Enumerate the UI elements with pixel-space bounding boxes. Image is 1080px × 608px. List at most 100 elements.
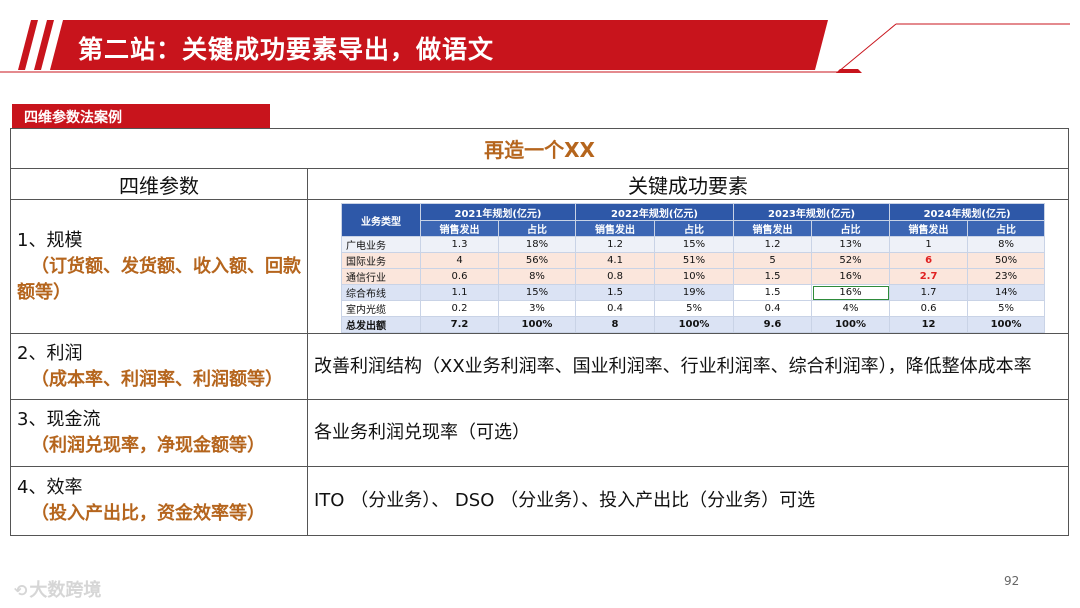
factor-cell: ITO （分业务）、 DSO （分业务）、投入产出比（分业务）可选 bbox=[307, 466, 1069, 536]
table-row: 国际业务 4 56% 4.1 51% 5 52% 6 50% bbox=[341, 252, 1046, 269]
row-label: 室内光缆 bbox=[341, 300, 421, 317]
year-header: 2022年规划(亿元) bbox=[575, 203, 735, 221]
table-cell: 1 bbox=[889, 236, 969, 253]
watermark: ⟲ 大数跨境 bbox=[14, 576, 101, 602]
title-banner: 第二站：关键成功要素导出，做语文 bbox=[0, 0, 1080, 80]
table-cell: 15% bbox=[654, 236, 735, 253]
table-cell: 100% bbox=[967, 316, 1046, 333]
table-row: 1、规模 （订货额、发货额、收入额、回款额等） 业务类型 2021年规划(亿元) bbox=[10, 199, 1069, 334]
row-label: 国际业务 bbox=[341, 252, 421, 269]
table-cell: 100% bbox=[654, 316, 735, 333]
dimension-cell: 1、规模 （订货额、发货额、收入额、回款额等） bbox=[10, 199, 308, 334]
sub-header: 销售发出 bbox=[889, 220, 969, 237]
table-cell: 0.6 bbox=[420, 268, 499, 285]
table-cell: 0.4 bbox=[575, 300, 656, 317]
row-label: 通信行业 bbox=[341, 268, 421, 285]
row-label: 广电业务 bbox=[341, 236, 421, 253]
table-cell: 16% bbox=[811, 268, 891, 285]
table-cell-highlight: 6 bbox=[889, 252, 969, 269]
sub-header: 占比 bbox=[654, 220, 735, 237]
dimension-detail: （投入产出比，资金效率等） bbox=[31, 503, 265, 524]
table-cell: 56% bbox=[497, 252, 577, 269]
table-row: 4、效率 （投入产出比，资金效率等） ITO （分业务）、 DSO （分业务）、… bbox=[10, 466, 1069, 536]
table-row-total: 总发出额 7.2 100% 8 100% 9.6 100% 12 100% bbox=[341, 316, 1046, 333]
table-cell: 15% bbox=[497, 284, 577, 301]
page-number: 92 bbox=[1004, 574, 1020, 588]
table-cell: 4% bbox=[811, 300, 891, 317]
dimension-label: 1、规模 bbox=[17, 229, 83, 251]
table-cell: 9.6 bbox=[733, 316, 813, 333]
dimension-detail: （利润兑现率，净现金额等） bbox=[31, 435, 265, 456]
table-cell: 8% bbox=[967, 236, 1046, 253]
watermark-logo-icon: ⟲ bbox=[14, 581, 28, 600]
year-header: 2023年规划(亿元) bbox=[733, 203, 891, 221]
table-row: 广电业务 1.3 18% 1.2 15% 1.2 13% 1 8% bbox=[341, 236, 1046, 253]
table-row: 3、现金流 （利润兑现率，净现金额等） 各业务利润兑现率（可选） bbox=[10, 399, 1069, 467]
table-cell: 1.1 bbox=[420, 284, 499, 301]
sub-header: 销售发出 bbox=[420, 220, 499, 237]
dimension-detail: （成本率、利润率、利润额等） bbox=[31, 368, 283, 390]
table-cell: 50% bbox=[967, 252, 1046, 269]
table-cell: 1.2 bbox=[575, 236, 656, 253]
table-cell: 51% bbox=[654, 252, 735, 269]
sub-header: 占比 bbox=[967, 220, 1046, 237]
table-cell: 23% bbox=[967, 268, 1046, 285]
table-row: 通信行业 0.6 8% 0.8 10% 1.5 16% 2.7 23% bbox=[341, 268, 1046, 285]
table-row: 室内光缆 0.2 3% 0.4 5% 0.4 4% 0.6 5% bbox=[341, 300, 1046, 317]
table-cell: 100% bbox=[811, 316, 891, 333]
table-row: 综合布线 1.1 15% 1.5 19% 1.5 16% 1.7 14% bbox=[341, 284, 1046, 301]
table-cell: 14% bbox=[967, 284, 1046, 301]
factor-cell: 各业务利润兑现率（可选） bbox=[307, 399, 1069, 467]
dimension-label: 2、利润 bbox=[17, 342, 83, 364]
table-cell: 0.8 bbox=[575, 268, 656, 285]
table-title: 再造一个XX bbox=[10, 128, 1069, 169]
sub-header: 占比 bbox=[811, 220, 891, 237]
table-cell: 0.4 bbox=[733, 300, 813, 317]
table-cell: 1.5 bbox=[575, 284, 656, 301]
table-row: 2、利润 （成本率、利润率、利润额等） 改善利润结构（XX业务利润率、国业利润率… bbox=[10, 333, 1069, 400]
table-cell: 1.5 bbox=[733, 268, 813, 285]
factor-cell: 改善利润结构（XX业务利润率、国业利润率、行业利润率、综合利润率），降低整体成本… bbox=[307, 333, 1069, 400]
row-label: 综合布线 bbox=[341, 284, 421, 301]
four-dimension-table: 再造一个XX 四维参数 关键成功要素 1、规模 （订货额、发货额、收入额、回款额… bbox=[10, 128, 1069, 536]
sub-header: 销售发出 bbox=[575, 220, 656, 237]
dimension-label: 3、现金流 bbox=[17, 409, 101, 430]
col-header-right: 关键成功要素 bbox=[307, 168, 1069, 200]
col-header-left: 四维参数 bbox=[10, 168, 308, 200]
watermark-text: 大数跨境 bbox=[29, 580, 102, 601]
table-cell: 8% bbox=[497, 268, 577, 285]
table-cell: 1.2 bbox=[733, 236, 813, 253]
table-cell: 8 bbox=[575, 316, 656, 333]
table-cell: 52% bbox=[811, 252, 891, 269]
table-cell: 1.7 bbox=[889, 284, 969, 301]
year-header: 2021年规划(亿元) bbox=[419, 203, 577, 221]
sales-plan-table: 业务类型 2021年规划(亿元) 2022年规划(亿元) 2023年规划(亿元)… bbox=[341, 203, 1046, 333]
table-cell: 12 bbox=[889, 316, 969, 333]
table-cell: 1.3 bbox=[420, 236, 499, 253]
table-cell: 5 bbox=[733, 252, 813, 269]
table-cell: 10% bbox=[654, 268, 735, 285]
row-label: 总发出额 bbox=[341, 316, 421, 333]
corner-header: 业务类型 bbox=[341, 203, 421, 237]
table-cell: 5% bbox=[967, 300, 1046, 317]
table-cell-highlight: 2.7 bbox=[889, 268, 969, 285]
year-header: 2024年规划(亿元) bbox=[889, 203, 1046, 221]
table-cell: 4.1 bbox=[575, 252, 656, 269]
table-cell: 4 bbox=[420, 252, 499, 269]
table-cell: 19% bbox=[654, 284, 735, 301]
dimension-detail: （订货额、发货额、收入额、回款额等） bbox=[17, 255, 301, 303]
table-cell: 18% bbox=[497, 236, 577, 253]
table-cell: 0.2 bbox=[420, 300, 499, 317]
dimension-cell: 2、利润 （成本率、利润率、利润额等） bbox=[10, 333, 308, 400]
table-cell: 0.6 bbox=[889, 300, 969, 317]
table-cell-selected: 16% bbox=[811, 284, 891, 301]
dimension-cell: 3、现金流 （利润兑现率，净现金额等） bbox=[10, 399, 308, 467]
dimension-label: 4、效率 bbox=[17, 477, 83, 498]
table-cell: 13% bbox=[811, 236, 891, 253]
dimension-cell: 4、效率 （投入产出比，资金效率等） bbox=[10, 466, 308, 536]
section-label: 四维参数法案例 bbox=[12, 104, 270, 128]
sub-header: 销售发出 bbox=[733, 220, 813, 237]
table-cell: 7.2 bbox=[420, 316, 499, 333]
sub-header: 占比 bbox=[497, 220, 577, 237]
table-cell: 1.5 bbox=[733, 284, 813, 301]
